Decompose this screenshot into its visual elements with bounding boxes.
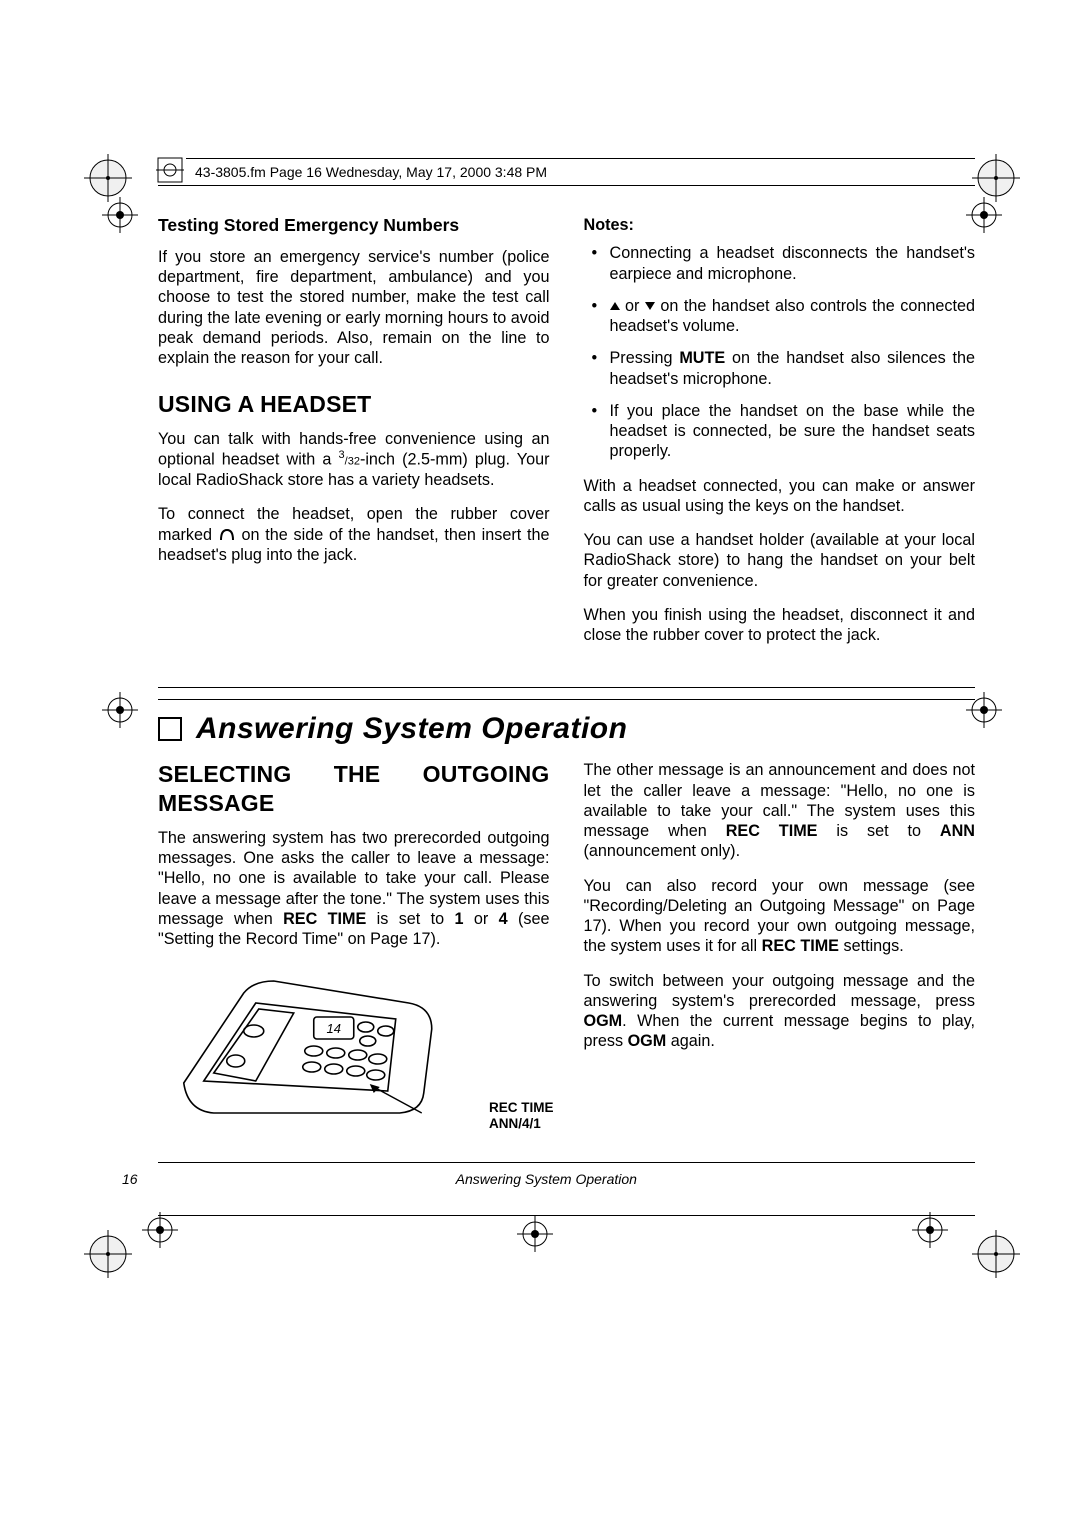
- text: is set to: [817, 822, 939, 840]
- rectime-label: REC TIME: [283, 910, 366, 928]
- text: again.: [666, 1032, 715, 1050]
- para-headset-1: You can talk with hands-free convenience…: [158, 429, 550, 490]
- device-figure: 14: [158, 963, 550, 1133]
- fig-label-2: ANN/4/1: [489, 1116, 554, 1132]
- rectime-label: REC TIME: [726, 822, 818, 840]
- down-arrow-icon: [645, 302, 655, 310]
- text: (announcement only).: [584, 842, 741, 860]
- svg-text:14: 14: [327, 1021, 341, 1036]
- chapter-title: Answering System Operation: [158, 712, 975, 746]
- text: on the handset also controls the connect…: [610, 297, 976, 335]
- heading-testing: Testing Stored Emergency Numbers: [158, 215, 550, 237]
- fig-label-1: REC TIME: [489, 1100, 554, 1116]
- para-after-2: You can use a handset holder (available …: [584, 530, 976, 591]
- reg-mark-ml: [100, 690, 160, 750]
- ogm-label: OGM: [628, 1032, 667, 1050]
- heading-headset: USING A HEADSET: [158, 390, 550, 419]
- para-cr-3: To switch between your outgoing message …: [584, 971, 976, 1052]
- col-left: Testing Stored Emergency Numbers If you …: [158, 215, 550, 659]
- headset-icon: [218, 526, 242, 544]
- ann-label: ANN: [940, 822, 975, 840]
- para-after-1: With a headset connected, you can make o…: [584, 476, 976, 517]
- reg-mark-bl2: [140, 1200, 200, 1260]
- note-item: or on the handset also controls the conn…: [600, 296, 976, 337]
- chapter-box-icon: [158, 717, 182, 741]
- mute-label: MUTE: [679, 349, 725, 367]
- text-bold: 4: [499, 910, 508, 928]
- text: Pressing: [610, 349, 680, 367]
- footer: 16 Answering System Operation: [158, 1162, 975, 1187]
- col-right: Notes: Connecting a headset disconnects …: [584, 215, 976, 659]
- text: is set to: [366, 910, 454, 928]
- note-item: Pressing MUTE on the handset also silenc…: [600, 348, 976, 389]
- text: or: [464, 910, 499, 928]
- chapter-block: Answering System Operation SELECTING THE…: [158, 687, 975, 1133]
- para-cr-1: The other message is an announcement and…: [584, 760, 976, 861]
- para-testing: If you store an emergency service's numb…: [158, 247, 550, 369]
- rectime-label: REC TIME: [762, 937, 839, 955]
- text-bold: 1: [455, 910, 464, 928]
- reg-mark-br: [944, 1206, 1024, 1286]
- chapter-col-right: The other message is an announcement and…: [584, 760, 976, 1133]
- text: settings.: [839, 937, 904, 955]
- footer-page-num: 16: [122, 1171, 138, 1187]
- reg-mark-tl2: [100, 195, 160, 255]
- para-after-3: When you finish using the headset, disco…: [584, 605, 976, 646]
- note-item: Connecting a headset disconnects the han…: [600, 243, 976, 284]
- text: or: [620, 297, 645, 315]
- page: 43-3805.fm Page 16 Wednesday, May 17, 20…: [0, 0, 1080, 275]
- fraction-den: /32: [345, 456, 360, 468]
- notes-list: Connecting a headset disconnects the han…: [584, 243, 976, 461]
- chapter-title-text: Answering System Operation: [196, 712, 627, 746]
- header-meta: 43-3805.fm Page 16 Wednesday, May 17, 20…: [195, 164, 547, 180]
- para-headset-2: To connect the headset, open the rubber …: [158, 504, 550, 565]
- text: To switch between your outgoing message …: [584, 972, 976, 1010]
- up-arrow-icon: [610, 302, 620, 310]
- ogm-label: OGM: [584, 1012, 623, 1030]
- reg-mark-bc: [505, 1210, 565, 1270]
- note-item: If you place the handset on the base whi…: [600, 401, 976, 462]
- para-ogm-1: The answering system has two prerecorded…: [158, 828, 550, 950]
- heading-ogm: SELECTING THE OUTGOING MESSAGE: [158, 760, 550, 818]
- top-crop-icon: [156, 156, 188, 188]
- chapter-col-left: SELECTING THE OUTGOING MESSAGE The answe…: [158, 760, 550, 1133]
- footer-title: Answering System Operation: [138, 1171, 955, 1187]
- para-cr-2: You can also record your own message (se…: [584, 876, 976, 957]
- content-area: Testing Stored Emergency Numbers If you …: [158, 215, 975, 1133]
- notes-heading: Notes:: [584, 215, 976, 235]
